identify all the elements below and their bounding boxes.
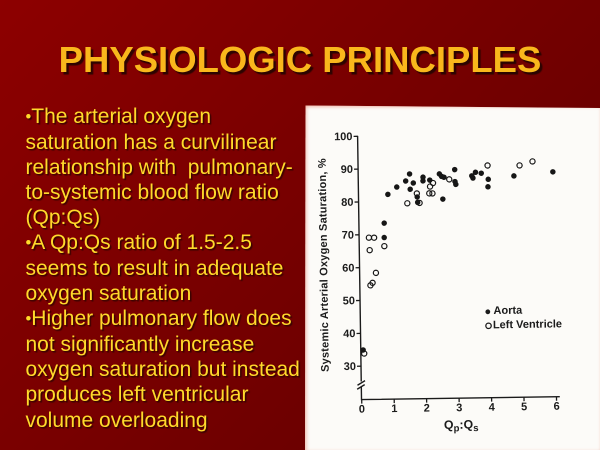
svg-text:Aorta: Aorta [493, 304, 523, 316]
svg-text:1: 1 [391, 403, 397, 415]
svg-text:3: 3 [456, 402, 462, 414]
svg-text:5: 5 [521, 401, 527, 413]
svg-text:0: 0 [359, 403, 365, 415]
svg-text:4: 4 [489, 401, 496, 413]
svg-text:50: 50 [343, 295, 355, 307]
svg-text:80: 80 [341, 196, 353, 208]
svg-text:Left Ventricle: Left Ventricle [493, 318, 562, 331]
svg-text:90: 90 [341, 163, 353, 175]
svg-text:60: 60 [342, 262, 354, 274]
svg-text:6: 6 [553, 400, 559, 412]
svg-text:30: 30 [344, 360, 356, 372]
svg-text:2: 2 [424, 402, 430, 414]
svg-text:100: 100 [334, 131, 353, 143]
svg-text:70: 70 [342, 229, 354, 241]
svg-text:Qp:Qs: Qp:Qs [444, 417, 479, 434]
svg-text:40: 40 [343, 328, 355, 340]
svg-text:Systemic Arterial Oxygen Satur: Systemic Arterial Oxygen Saturation, % [317, 158, 332, 372]
